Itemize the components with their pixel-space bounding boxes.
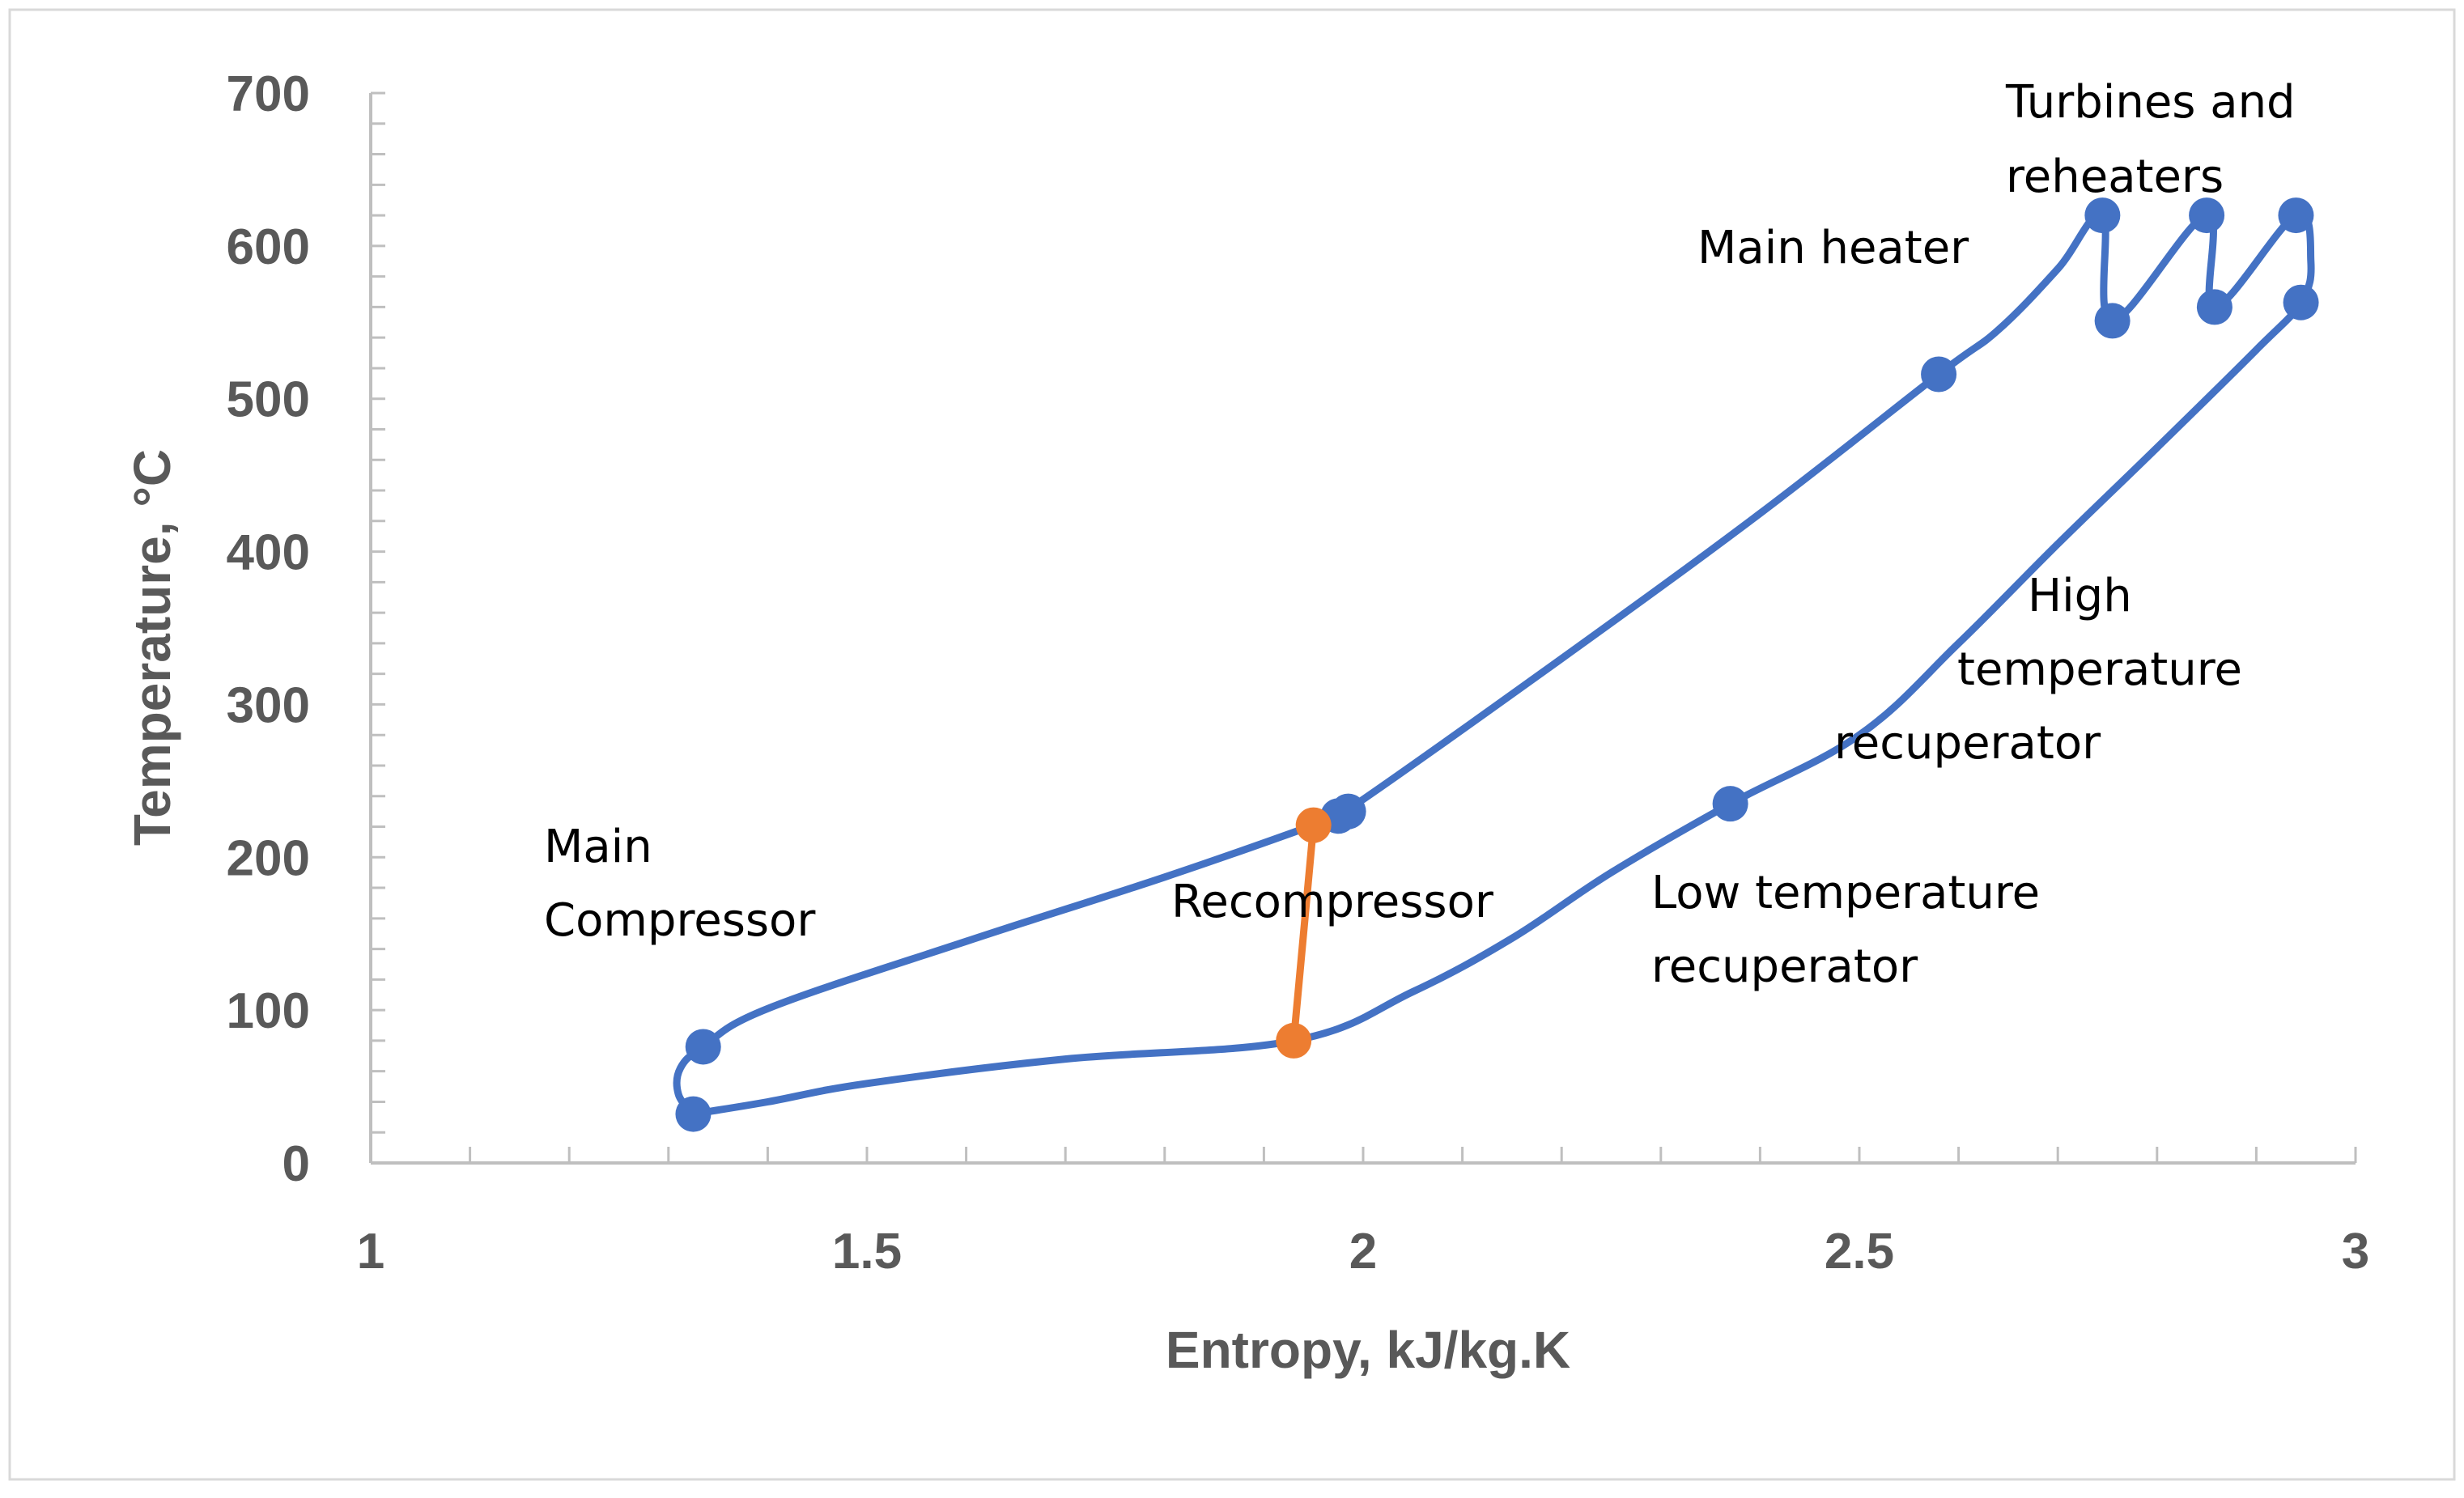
y-tick-label: 200 [227, 830, 310, 886]
x-tick-label: 2.5 [1825, 1224, 1894, 1279]
series-line-1 [1289, 821, 1318, 1045]
series-0-marker [2196, 289, 2232, 325]
y-tick-label: 700 [227, 66, 310, 122]
x-tick-labels: 1 1.5 2 2.5 3 [357, 1224, 2369, 1279]
series-0-marker [2189, 197, 2225, 234]
x-axis-title: Entropy, kJ/kg.K [1166, 1321, 1570, 1379]
annotation-turbines-line2: reheaters [2006, 151, 2224, 203]
series-0-marker [685, 1029, 721, 1065]
annotation-main-compressor-line2: Compressor [544, 894, 816, 947]
y-tick-label: 300 [227, 677, 310, 733]
annotation-recompressor: Recompressor [1171, 876, 1494, 928]
y-tick-label: 600 [227, 219, 310, 275]
series-0-marker [2278, 197, 2314, 234]
series-0-marker [1330, 793, 1366, 830]
x-tick-label: 2 [1349, 1224, 1377, 1279]
series-0-marker [2084, 197, 2121, 234]
chart-border [8, 8, 2456, 1481]
y-tick-label: 100 [227, 983, 310, 1039]
annotation-main-compressor-line1: Main [544, 821, 652, 873]
series-1-marker [1276, 1022, 1312, 1059]
series-0-marker [1921, 356, 1957, 393]
y-tick-label: 400 [227, 525, 310, 581]
annotation-low-temp-line2: recuperator [1651, 940, 1918, 993]
y-tick-label: 500 [227, 372, 310, 428]
annotation-high-temp-line3: recuperator [1834, 717, 2101, 770]
annotation-turbines-line1: Turbines and [2005, 76, 2296, 129]
annotation-main-heater: Main heater [1697, 222, 1969, 274]
annotation-high-temp-line2: temperature [1957, 643, 2242, 696]
series-0-marker [2283, 284, 2319, 320]
y-axis-title: Temperature, °C [123, 449, 181, 846]
x-tick-label: 3 [2342, 1224, 2369, 1279]
annotation-high-temp-line1: High [2028, 570, 2132, 622]
x-tick-label: 1 [357, 1224, 384, 1279]
series-layer [673, 197, 2319, 1132]
y-tick-labels: 0 100 200 300 400 500 600 700 [227, 66, 310, 1192]
y-tick-label: 0 [283, 1136, 310, 1192]
series-0-marker [675, 1096, 712, 1132]
series-0-marker [1712, 786, 1748, 822]
axes [369, 91, 2357, 1165]
series-0-marker [2094, 303, 2131, 339]
x-tick-label: 1.5 [832, 1224, 902, 1279]
series-1-marker [1295, 807, 1332, 843]
annotation-low-temp-line1: Low temperature [1651, 867, 2040, 919]
